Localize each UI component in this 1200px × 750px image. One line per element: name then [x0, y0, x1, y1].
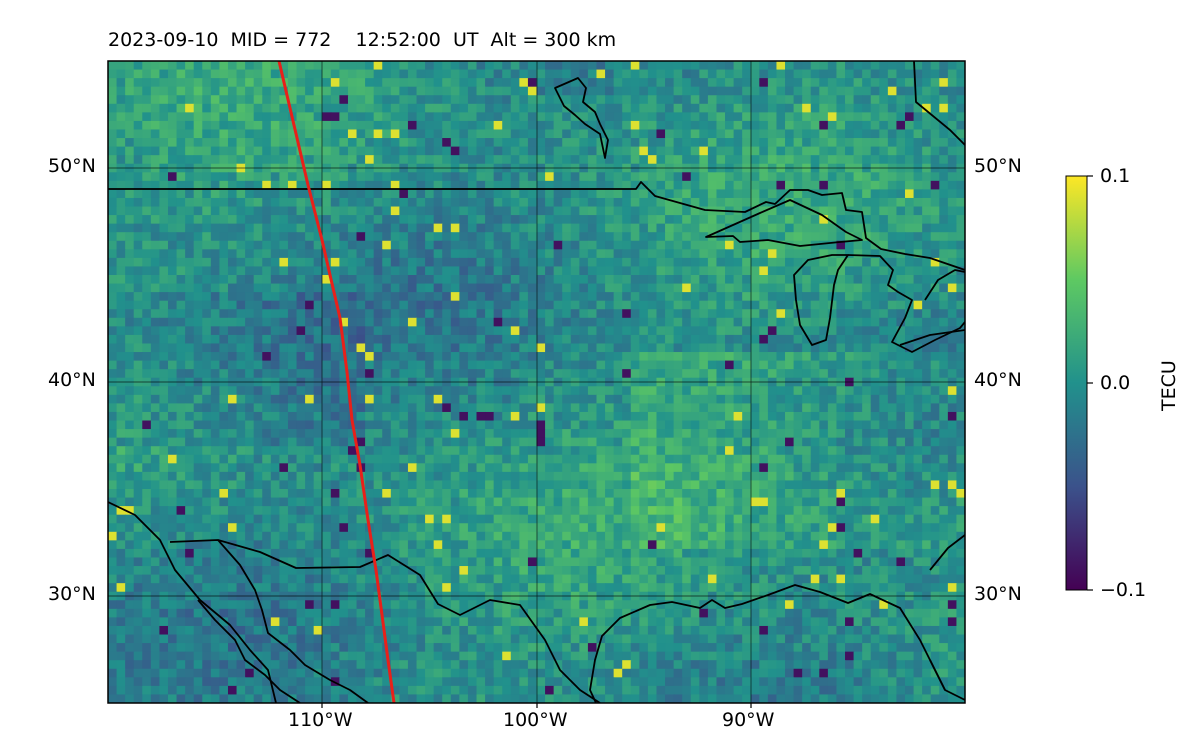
lon-label-100w: 100°W — [503, 709, 568, 731]
lat-label-40-left: 40°N — [48, 369, 96, 391]
lake-huron — [847, 254, 965, 353]
lon-label-90w: 90°W — [722, 709, 775, 731]
colorbar-label: TECU — [1158, 360, 1180, 411]
colorbar-tick-min: −0.1 — [1100, 579, 1147, 601]
lat-label-50-right: 50°N — [974, 155, 1022, 177]
lat-label-50-left: 50°N — [48, 155, 96, 177]
tec-heatmap — [108, 61, 965, 703]
us-canada-border — [108, 181, 965, 271]
mexico-interior-coast — [197, 599, 301, 703]
lake-erie-ontario — [899, 269, 965, 346]
graticule — [108, 61, 965, 703]
mexico-us-border — [217, 539, 601, 703]
gulf-coast — [589, 584, 965, 703]
lake-superior — [705, 199, 863, 247]
gulf-of-california — [169, 539, 369, 703]
lat-label-30-left: 30°N — [48, 583, 96, 605]
tec-map — [108, 61, 965, 703]
florida-coast — [929, 534, 965, 691]
figure-title: 2023-09-10 MID = 772 12:52:00 UT Alt = 3… — [108, 29, 617, 51]
lon-label-110w: 110°W — [288, 709, 353, 731]
coastlines — [108, 61, 965, 703]
hudson-bay-shore — [554, 77, 609, 159]
colorbar-tick-max: 0.1 — [1100, 165, 1131, 187]
colorbar — [1065, 175, 1088, 591]
lake-michigan — [793, 254, 849, 346]
lat-label-40-right: 40°N — [974, 369, 1022, 391]
colorbar-ticks — [1087, 175, 1093, 591]
lat-label-30-right: 30°N — [974, 583, 1022, 605]
canada-northeast-coast — [913, 61, 965, 146]
baja-coast — [108, 501, 277, 703]
colorbar-tick-zero: 0.0 — [1100, 372, 1131, 394]
lon-tick-marks — [321, 703, 752, 708]
satellite-track — [277, 61, 396, 703]
